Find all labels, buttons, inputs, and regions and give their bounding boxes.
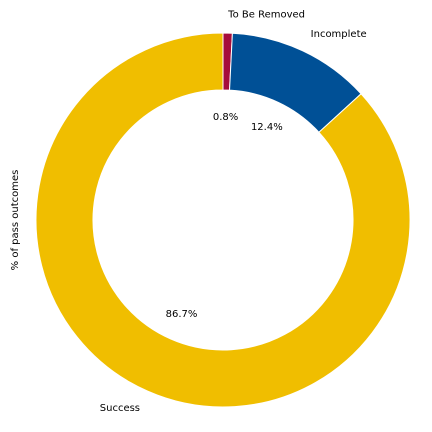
slice-success [35, 32, 411, 408]
pct-label: 0.8% [213, 112, 238, 123]
slice-labels: 0.8% To Be Removed 12.4% Incomplete 86.7% Suc… [100, 9, 367, 414]
donut-slices [35, 32, 411, 408]
category-label: Incomplete [311, 29, 367, 40]
category-label: To Be Removed [227, 9, 305, 20]
category-label: Success [100, 403, 140, 414]
pct-label: 12.4% [251, 122, 283, 133]
pct-label: 86.7% [166, 309, 198, 320]
y-axis-label: % of pass outcomes [10, 170, 21, 271]
